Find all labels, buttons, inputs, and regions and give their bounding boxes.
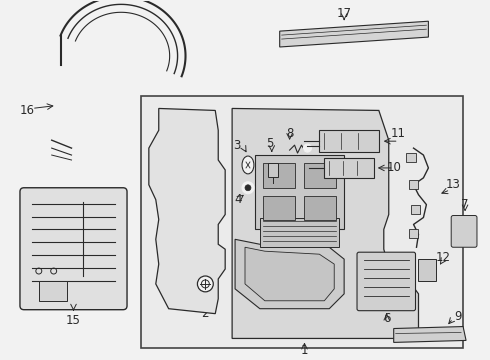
FancyBboxPatch shape <box>357 252 416 311</box>
Text: 7: 7 <box>461 198 469 211</box>
Text: +: + <box>178 235 193 253</box>
Text: 11: 11 <box>391 127 406 140</box>
Text: 4: 4 <box>234 193 242 206</box>
FancyBboxPatch shape <box>451 216 477 247</box>
Bar <box>324 158 374 178</box>
Bar <box>411 204 420 213</box>
Bar <box>39 281 67 301</box>
Bar <box>141 95 463 348</box>
Polygon shape <box>245 247 334 301</box>
Text: 6: 6 <box>383 312 391 325</box>
Text: 17: 17 <box>337 7 352 20</box>
Bar <box>304 196 336 220</box>
Text: 9: 9 <box>454 310 462 323</box>
Circle shape <box>245 185 251 191</box>
Text: 2: 2 <box>201 307 209 320</box>
Bar <box>255 155 344 229</box>
Polygon shape <box>280 21 428 47</box>
Bar <box>418 259 436 281</box>
Text: 10: 10 <box>386 161 401 175</box>
Ellipse shape <box>242 156 254 174</box>
Bar <box>268 163 278 177</box>
FancyBboxPatch shape <box>20 188 127 310</box>
Bar <box>260 217 339 247</box>
Circle shape <box>197 276 213 292</box>
Text: 12: 12 <box>436 251 451 264</box>
Text: 15: 15 <box>66 314 81 327</box>
Text: 8: 8 <box>286 127 294 140</box>
Bar <box>406 153 416 162</box>
Polygon shape <box>149 108 225 314</box>
Polygon shape <box>232 108 418 338</box>
Text: +: + <box>178 186 193 204</box>
Bar <box>304 163 336 188</box>
Text: 3: 3 <box>233 139 241 152</box>
Bar <box>409 180 418 189</box>
Text: 1: 1 <box>301 344 308 357</box>
Text: 14: 14 <box>181 112 196 125</box>
Circle shape <box>303 144 312 152</box>
Bar <box>319 130 379 152</box>
Bar <box>263 163 294 188</box>
Polygon shape <box>393 327 466 342</box>
Text: 16: 16 <box>20 104 35 117</box>
Text: 13: 13 <box>446 178 461 191</box>
Polygon shape <box>235 239 344 309</box>
Bar <box>409 229 418 238</box>
Bar <box>263 196 294 220</box>
Text: 5: 5 <box>266 137 273 150</box>
Circle shape <box>242 182 254 194</box>
